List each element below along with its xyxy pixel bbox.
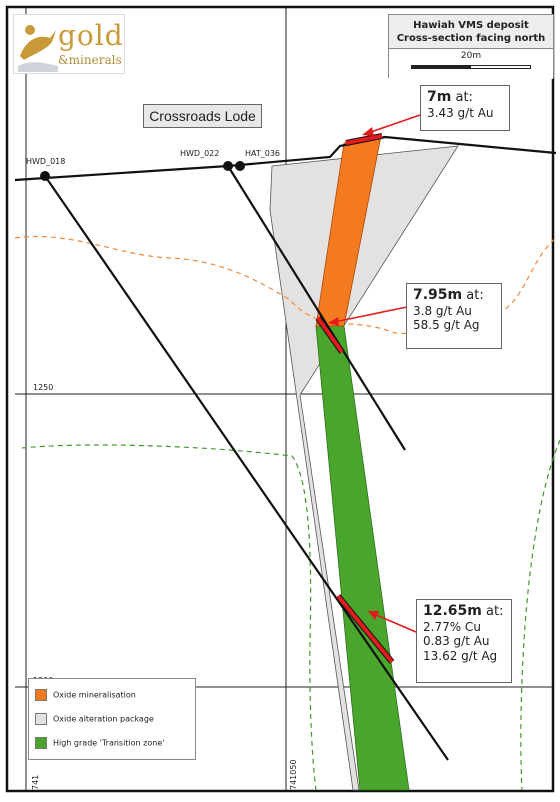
legend-label-2: Oxide alteration package [53,714,154,724]
legend-item-transition-zone: High grade 'Transition zone' [35,737,164,749]
intercept-2 [316,316,344,354]
drillhole-label-hwd-018: HWD_018 [26,157,65,166]
legend-item-oxide-mineralisation: Oxide mineralisation [35,689,136,701]
callout-1-length: 7m [427,89,452,105]
prospector-icon [18,25,58,72]
section-title: Hawiah VMS deposit [413,20,529,31]
legend-swatch-grey [35,713,47,725]
logo-word-gold: gold [58,19,124,52]
callout-2-line-2: 58.5 g/t Ag [413,318,480,333]
callout-1-arrow [367,114,421,134]
callout-intercept-2: 7.95m at: 3.8 g/t Au 58.5 g/t Ag [406,283,502,349]
callout-3-line-2: 0.83 g/t Au [423,634,490,649]
easting-label-741: 741 [31,775,40,790]
transition-contour-left [21,444,317,791]
callout-2-line-1: 3.8 g/t Au [413,303,472,318]
callout-3-suffix: at: [481,604,504,619]
callout-intercept-1: 7m at: 3.43 g/t Au [420,85,510,131]
easting-label-741050: 741050 [289,759,298,790]
drillhole-label-hat-036: HAT_036 [245,149,280,158]
intercept-1 [345,134,383,145]
callout-intercept-3: 12.65m at: 2.77% Cu 0.83 g/t Au 13.62 g/… [416,599,512,683]
scale-bar-segment [412,66,471,68]
section-subtitle: Cross-section facing north [396,33,546,44]
callout-2-length: 7.95m [413,287,463,303]
lode-label: Crossroads Lode [143,104,262,128]
company-logo: gold &minerals [13,14,125,74]
callout-3-length: 12.65m [423,603,482,619]
callout-1-suffix: at: [451,90,473,105]
callout-3-line-3: 13.62 g/t Ag [423,648,498,663]
transition-contour-right [520,439,560,791]
legend-label-3: High grade 'Transition zone' [53,738,165,748]
callout-1-line-1: 3.43 g/t Au [427,105,494,120]
drillhole-hwd-018-trace [44,175,449,761]
legend: Oxide mineralisation Oxide alteration pa… [28,678,196,760]
callout-2-suffix: at: [462,288,484,303]
scale-bar-panel: 20m [389,48,553,79]
callout-3-line-1: 2.77% Cu [423,619,481,634]
callout-3-arrow [373,613,417,633]
callout-3-arrowhead [368,611,379,620]
drillhole-label-hwd-022: HWD_022 [180,149,219,158]
legend-item-oxide-alteration: Oxide alteration package [35,713,154,725]
drillhole-hwd-022-trace [227,165,406,451]
scale-bar-label: 20m [460,51,482,61]
callout-2-arrowhead [328,317,339,326]
legend-label-1: Oxide mineralisation [53,690,136,700]
drillhole-hat-036-collar [235,161,245,171]
section-title-box: Hawiah VMS deposit Cross-section facing … [388,14,554,79]
logo-word-minerals: &minerals [58,53,122,67]
callout-2-arrow [333,305,413,323]
legend-swatch-orange [35,689,47,701]
drillhole-hwd-018-collar [40,171,50,181]
elevation-label-1250: 1250 [33,383,53,392]
legend-swatch-green [35,737,47,749]
intercept-3 [336,594,394,664]
callout-1-arrowhead [362,127,374,136]
drillhole-hwd-022-collar [223,161,233,171]
scale-bar [411,65,531,69]
